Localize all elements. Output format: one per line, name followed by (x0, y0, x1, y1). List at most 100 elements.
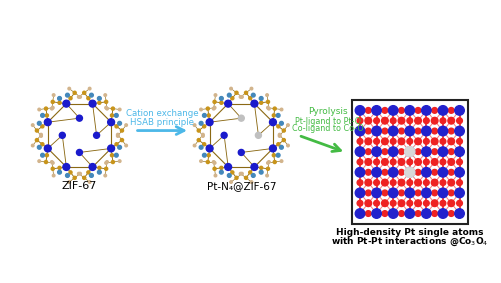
Bar (351, 100, 467, 224)
Circle shape (230, 171, 233, 174)
Circle shape (212, 107, 214, 110)
Circle shape (250, 164, 258, 170)
Circle shape (212, 167, 216, 170)
Circle shape (381, 138, 387, 145)
Circle shape (202, 143, 205, 146)
Circle shape (456, 138, 461, 144)
Circle shape (93, 132, 99, 138)
Circle shape (106, 161, 108, 163)
Circle shape (280, 160, 282, 162)
Circle shape (199, 108, 202, 111)
Circle shape (259, 101, 262, 104)
Circle shape (117, 121, 121, 125)
Circle shape (212, 100, 216, 103)
Circle shape (201, 133, 204, 136)
Circle shape (390, 200, 395, 206)
Circle shape (365, 128, 370, 134)
Circle shape (202, 153, 206, 157)
Text: Cation exchange: Cation exchange (126, 109, 198, 118)
Circle shape (41, 143, 44, 146)
Circle shape (77, 96, 80, 98)
Circle shape (437, 126, 447, 136)
Circle shape (371, 126, 381, 136)
Circle shape (41, 153, 45, 157)
Text: with Pt-Pt interactions @Co$_3$O$_4$: with Pt-Pt interactions @Co$_3$O$_4$ (330, 235, 487, 248)
Circle shape (105, 106, 107, 109)
Circle shape (437, 106, 447, 115)
Circle shape (89, 164, 96, 170)
Circle shape (68, 181, 70, 183)
Circle shape (381, 211, 387, 216)
Circle shape (406, 118, 412, 124)
Circle shape (381, 128, 387, 134)
Circle shape (423, 138, 428, 144)
Circle shape (423, 118, 428, 124)
Circle shape (355, 126, 364, 136)
Circle shape (76, 149, 82, 155)
Circle shape (87, 171, 90, 174)
Circle shape (104, 167, 108, 170)
Circle shape (365, 170, 370, 175)
Circle shape (83, 91, 86, 94)
Circle shape (248, 97, 252, 100)
Circle shape (229, 181, 232, 183)
Circle shape (437, 209, 447, 218)
Circle shape (238, 149, 244, 155)
Circle shape (356, 118, 362, 124)
Circle shape (404, 188, 414, 198)
Circle shape (250, 100, 258, 107)
Circle shape (439, 138, 445, 144)
Circle shape (421, 126, 430, 136)
Circle shape (240, 96, 243, 98)
Circle shape (439, 159, 445, 165)
Circle shape (406, 200, 412, 206)
Circle shape (278, 133, 281, 136)
Circle shape (447, 211, 453, 216)
Circle shape (397, 117, 404, 124)
Circle shape (44, 119, 51, 126)
Circle shape (421, 106, 430, 115)
Circle shape (104, 94, 106, 96)
Circle shape (206, 107, 209, 110)
Circle shape (404, 167, 414, 177)
Circle shape (120, 129, 123, 132)
Circle shape (76, 115, 82, 121)
Circle shape (238, 115, 244, 121)
Circle shape (35, 139, 39, 142)
Circle shape (66, 93, 69, 97)
FancyArrowPatch shape (301, 136, 340, 151)
Circle shape (202, 125, 205, 128)
Circle shape (406, 138, 412, 144)
Circle shape (79, 96, 81, 98)
Circle shape (447, 117, 454, 124)
Circle shape (272, 114, 275, 117)
Circle shape (388, 147, 397, 156)
Circle shape (381, 108, 387, 113)
Circle shape (251, 173, 255, 177)
Circle shape (390, 180, 395, 185)
Circle shape (199, 160, 202, 162)
Circle shape (414, 200, 420, 207)
Text: High-density Pt single atoms: High-density Pt single atoms (335, 228, 482, 237)
Circle shape (58, 166, 61, 170)
Circle shape (397, 159, 404, 165)
Circle shape (110, 154, 113, 157)
Circle shape (269, 145, 276, 152)
Circle shape (423, 180, 428, 185)
Circle shape (98, 166, 101, 170)
Circle shape (259, 170, 263, 174)
Circle shape (199, 121, 202, 125)
Circle shape (38, 108, 41, 111)
Circle shape (414, 190, 420, 196)
Circle shape (58, 170, 61, 174)
Circle shape (406, 159, 412, 165)
Text: Pyrolysis: Pyrolysis (308, 107, 347, 116)
Circle shape (40, 135, 42, 137)
Circle shape (447, 179, 454, 186)
Circle shape (371, 168, 381, 177)
Circle shape (371, 106, 381, 115)
Circle shape (454, 126, 463, 136)
Circle shape (104, 100, 108, 103)
Circle shape (404, 147, 414, 156)
FancyArrowPatch shape (137, 127, 184, 134)
